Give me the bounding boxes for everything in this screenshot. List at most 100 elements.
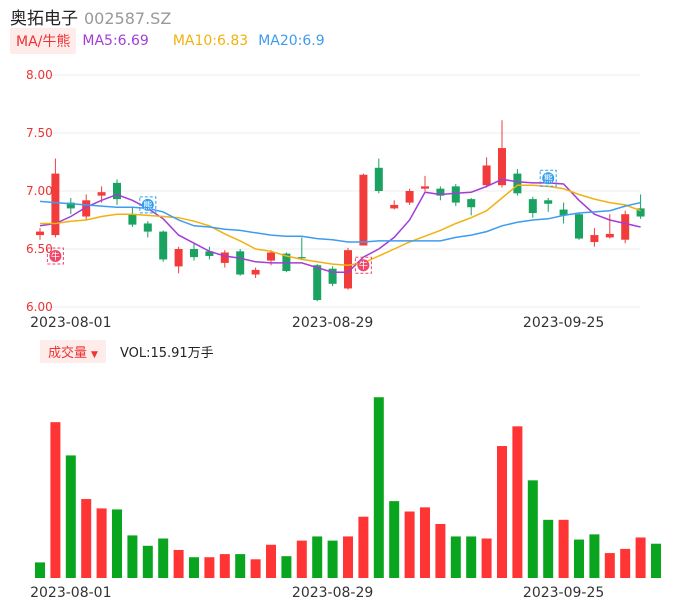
volume-x-tick-label: 2023-08-01 [30, 585, 111, 601]
candlestick[interactable] [297, 257, 306, 259]
candlestick[interactable] [344, 250, 352, 289]
volume-bar[interactable] [219, 554, 230, 578]
candlestick[interactable] [267, 252, 275, 261]
candlestick[interactable] [451, 186, 460, 203]
candlestick[interactable] [143, 223, 152, 232]
candlestick[interactable] [621, 214, 630, 240]
bear-signal-frame [539, 169, 557, 187]
candlestick[interactable] [128, 214, 137, 225]
volume-bar[interactable] [512, 426, 523, 578]
volume-bar[interactable] [358, 516, 369, 578]
volume-bar[interactable] [481, 538, 492, 578]
volume-indicator-selector[interactable]: 成交量 ▼ [40, 339, 106, 363]
volume-bar[interactable] [589, 534, 600, 578]
volume-bar[interactable] [81, 499, 92, 578]
volume-bar[interactable] [543, 519, 554, 578]
candlestick[interactable] [559, 209, 568, 216]
volume-bar[interactable] [296, 540, 307, 578]
candlestick[interactable] [467, 199, 476, 208]
candlestick[interactable] [528, 199, 537, 214]
bull-signal-label: 牛 [359, 260, 368, 272]
volume-bar[interactable] [635, 537, 646, 578]
candlestick[interactable] [590, 235, 599, 243]
bull-signal-icon [49, 249, 62, 262]
candlestick[interactable] [313, 265, 322, 301]
candlestick[interactable] [636, 208, 645, 217]
volume-bar[interactable] [327, 540, 338, 578]
candlestick[interactable] [405, 191, 414, 203]
candlestick[interactable] [544, 200, 553, 204]
volume-bar[interactable] [158, 538, 169, 578]
volume-bar[interactable] [142, 545, 153, 578]
candlestick[interactable] [390, 204, 399, 209]
candlestick[interactable] [482, 165, 491, 186]
candlestick[interactable] [82, 200, 91, 217]
ma5-line [39, 178, 641, 273]
candlestick[interactable] [236, 251, 245, 275]
volume-bar[interactable] [127, 535, 138, 578]
volume-bar[interactable] [527, 480, 538, 578]
bear-signal-label: 熊 [143, 199, 152, 211]
candlestick[interactable] [174, 249, 183, 267]
y-tick-label: 7.50 [26, 126, 53, 140]
candlestick[interactable] [513, 173, 522, 194]
bear-signal-icon [542, 172, 555, 185]
volume-bar[interactable] [266, 544, 276, 578]
volume-bar[interactable] [404, 511, 415, 578]
y-tick-label: 6.00 [26, 300, 53, 314]
volume-bar[interactable] [204, 557, 215, 578]
stock-code: 002587.SZ [84, 9, 172, 28]
ma20-value: MA20:6.9 [258, 33, 325, 49]
volume-bar[interactable] [96, 508, 107, 578]
volume-bar[interactable] [620, 548, 631, 578]
volume-bar[interactable] [574, 539, 584, 578]
volume-bar[interactable] [389, 501, 400, 578]
volume-bar[interactable] [35, 562, 45, 578]
volume-bar[interactable] [65, 455, 76, 578]
volume-bar[interactable] [558, 519, 569, 578]
volume-bar[interactable] [604, 553, 615, 578]
volume-bar[interactable] [281, 556, 292, 578]
candlestick[interactable] [374, 167, 383, 191]
candlestick[interactable] [220, 252, 229, 263]
candlestick[interactable] [97, 192, 106, 196]
candlestick[interactable] [36, 231, 44, 236]
candlestick[interactable] [205, 251, 214, 256]
volume-bar[interactable] [435, 523, 446, 578]
volume-value: VOL:15.91万手 [119, 345, 214, 361]
volume-bar[interactable] [651, 543, 661, 578]
candlestick[interactable] [190, 249, 198, 258]
candlestick[interactable] [328, 268, 337, 284]
volume-bar[interactable] [420, 507, 430, 578]
volume-bar[interactable] [173, 549, 184, 578]
candlestick[interactable] [421, 186, 429, 189]
volume-bar[interactable] [189, 557, 199, 578]
candlestick[interactable] [498, 148, 506, 186]
volume-bar[interactable] [450, 536, 461, 578]
candlestick[interactable] [66, 202, 75, 209]
candlestick[interactable] [359, 174, 368, 246]
volume-bar[interactable] [250, 559, 261, 578]
volume-bar[interactable] [343, 536, 353, 578]
candlestick[interactable] [605, 233, 614, 238]
candlestick[interactable] [436, 188, 445, 196]
volume-bar[interactable] [50, 422, 61, 578]
candlestick[interactable] [251, 269, 260, 275]
volume-legend: 成交量 ▼ VOL:15.91万手 [40, 339, 214, 363]
volume-bar[interactable] [497, 446, 507, 578]
volume-bar[interactable] [373, 397, 384, 578]
stock-name: 奥拓电子 [10, 9, 78, 29]
caret-down-icon: ▼ [91, 349, 98, 360]
volume-bar[interactable] [235, 554, 246, 578]
volume-bar[interactable] [312, 536, 323, 578]
candlestick[interactable] [51, 173, 60, 236]
y-tick-label: 6.50 [26, 242, 53, 256]
volume-bar[interactable] [466, 536, 477, 578]
ma-legend: MA/牛熊 MA5:6.69 MA10:6.83 MA20:6.9 [10, 28, 325, 54]
volume-bar[interactable] [112, 509, 122, 578]
candlestick[interactable] [575, 214, 583, 239]
candlestick[interactable] [113, 182, 121, 200]
ma-indicator-selector[interactable]: MA/牛熊 [10, 28, 77, 54]
candlestick[interactable] [159, 231, 168, 260]
